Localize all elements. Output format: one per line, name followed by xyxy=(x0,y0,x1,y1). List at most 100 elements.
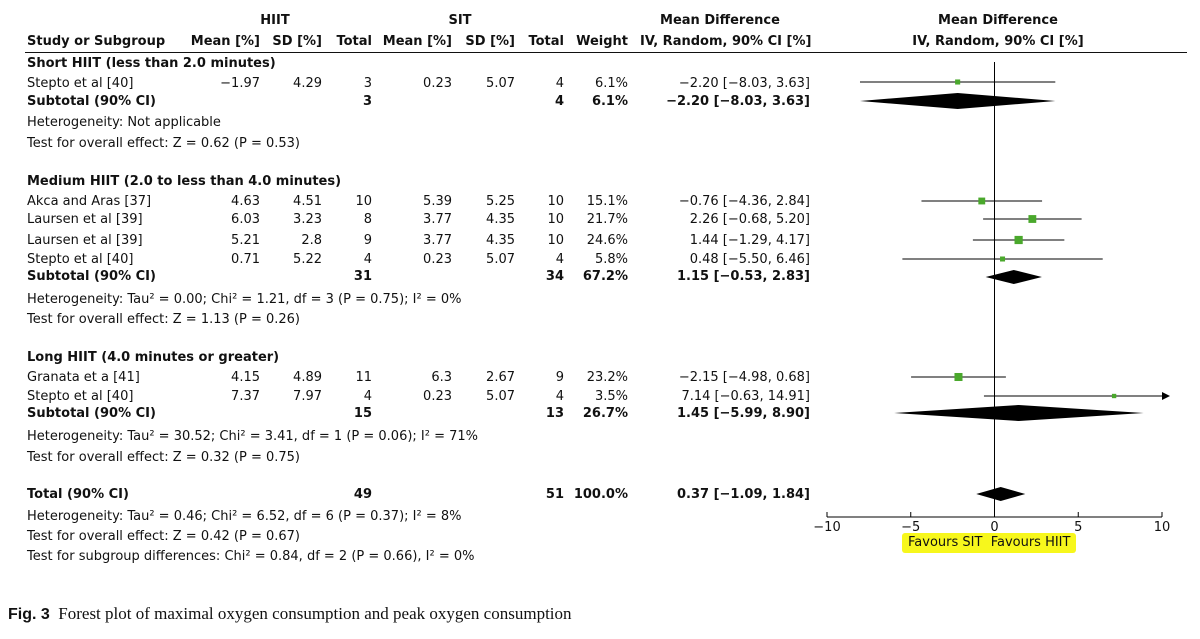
header-rule xyxy=(25,52,1187,53)
subtotal-label: Subtotal (90% CI) xyxy=(27,406,156,421)
group1-header: HIIT xyxy=(260,13,290,28)
subtotal-total2: 34 xyxy=(545,269,564,284)
study-ci: −2.20 [−8.03, 3.63] xyxy=(678,76,810,91)
study-sd2: 2.67 xyxy=(486,370,515,385)
col-md: IV, Random, 90% CI [%] xyxy=(640,34,812,49)
study-marker xyxy=(1111,393,1117,399)
overall-effect-text: Test for overall effect: Z = 0.62 (P = 0… xyxy=(27,136,300,151)
total-ci: 0.37 [−1.09, 1.84] xyxy=(677,487,810,502)
study-total2: 4 xyxy=(555,389,564,404)
col-total1: Total xyxy=(336,34,372,49)
col-total2: Total xyxy=(528,34,564,49)
overall-effect-text: Test for overall effect: Z = 0.32 (P = 0… xyxy=(27,450,300,465)
study-ci: −0.76 [−4.36, 2.84] xyxy=(678,194,810,209)
study-name: Granata et a [41] xyxy=(27,370,140,385)
heterogeneity-text: Heterogeneity: Not applicable xyxy=(27,115,221,130)
study-total1: 9 xyxy=(363,233,372,248)
study-total1: 3 xyxy=(363,76,372,91)
subtotal-label: Subtotal (90% CI) xyxy=(27,94,156,109)
overall-effect-text: Test for overall effect: Z = 1.13 (P = 0… xyxy=(27,312,300,327)
caption-text: Forest plot of maximal oxygen consumptio… xyxy=(58,604,572,623)
study-marker xyxy=(1028,215,1037,223)
study-sd2: 5.07 xyxy=(486,76,515,91)
study-sd2: 4.35 xyxy=(486,233,515,248)
study-marker xyxy=(1014,235,1023,245)
study-weight: 24.6% xyxy=(586,233,628,248)
study-total2: 9 xyxy=(555,370,564,385)
subtotal-weight: 26.7% xyxy=(582,406,628,421)
col-mean1: Mean [%] xyxy=(190,34,260,49)
study-sd2: 5.07 xyxy=(486,389,515,404)
study-mean2: 0.23 xyxy=(423,389,452,404)
subgroup-diff-text: Test for subgroup differences: Chi² = 0.… xyxy=(27,549,475,564)
x-axis-tick-label: 10 xyxy=(1154,520,1171,535)
study-total2: 4 xyxy=(555,252,564,267)
subtotal-total2: 4 xyxy=(554,94,564,109)
subgroup-title: Medium HIIT (2.0 to less than 4.0 minute… xyxy=(27,174,342,189)
subgroup-title: Long HIIT (4.0 minutes or greater) xyxy=(27,350,280,365)
study-sd1: 4.89 xyxy=(293,370,322,385)
summary-diamond xyxy=(976,487,1026,501)
study-total2: 10 xyxy=(547,233,564,248)
subtotal-weight: 6.1% xyxy=(591,94,628,109)
study-sd1: 3.23 xyxy=(293,212,322,227)
study-ci: 0.48 [−5.50, 6.46] xyxy=(689,252,810,267)
study-name: Stepto et al [40] xyxy=(27,76,134,91)
col-mean2: Mean [%] xyxy=(382,34,452,49)
study-mean2: 3.77 xyxy=(423,233,452,248)
subtotal-total1: 3 xyxy=(362,94,372,109)
overall-effect-text: Test for overall effect: Z = 0.42 (P = 0… xyxy=(27,529,300,544)
heterogeneity-text: Heterogeneity: Tau² = 30.52; Chi² = 3.41… xyxy=(27,429,479,444)
study-mean2: 6.3 xyxy=(431,370,452,385)
subtotal-ci: −2.20 [−8.03, 3.63] xyxy=(666,94,810,109)
favours-left-label: Favours SIT xyxy=(908,535,983,550)
study-name: Akca and Aras [37] xyxy=(27,194,152,209)
study-marker xyxy=(955,79,961,85)
study-mean1: 4.15 xyxy=(231,370,260,385)
study-ci: −2.15 [−4.98, 0.68] xyxy=(678,370,810,385)
plot-header-title: Mean Difference xyxy=(938,13,1058,28)
col-weight: Weight xyxy=(576,34,628,49)
study-mean2: 0.23 xyxy=(423,76,452,91)
x-axis-tick-label: −10 xyxy=(813,520,840,535)
study-weight: 3.5% xyxy=(594,389,628,404)
x-axis-tick-label: 0 xyxy=(990,520,998,535)
md-header-title: Mean Difference xyxy=(660,13,780,28)
study-mean2: 5.39 xyxy=(423,194,452,209)
study-name: Laursen et al [39] xyxy=(27,212,143,227)
study-sd1: 4.29 xyxy=(293,76,322,91)
study-weight: 23.2% xyxy=(586,370,628,385)
study-name: Laursen et al [39] xyxy=(27,233,143,248)
study-mean1: 0.71 xyxy=(231,252,260,267)
study-mean1: 4.63 xyxy=(231,194,260,209)
study-total1: 4 xyxy=(363,252,372,267)
study-name: Stepto et al [40] xyxy=(27,252,134,267)
study-weight: 15.1% xyxy=(586,194,628,209)
study-marker xyxy=(1000,256,1006,262)
col-sd1: SD [%] xyxy=(272,34,322,49)
summary-diamond xyxy=(894,405,1144,421)
study-mean1: −1.97 xyxy=(220,76,260,91)
subgroup-title: Short HIIT (less than 2.0 minutes) xyxy=(27,56,276,71)
subtotal-total2: 13 xyxy=(545,406,564,421)
study-mean2: 3.77 xyxy=(423,212,452,227)
study-ci: 2.26 [−0.68, 5.20] xyxy=(689,212,810,227)
figure-caption: Fig. 3 Forest plot of maximal oxygen con… xyxy=(8,604,572,624)
heterogeneity-text: Heterogeneity: Tau² = 0.46; Chi² = 6.52,… xyxy=(27,509,462,524)
x-axis-tick-label: −5 xyxy=(901,520,920,535)
study-total1: 4 xyxy=(363,389,372,404)
study-ci: 1.44 [−1.29, 4.17] xyxy=(689,233,810,248)
group2-header: SIT xyxy=(448,13,472,28)
subtotal-ci: 1.45 [−5.99, 8.90] xyxy=(677,406,810,421)
subtotal-total1: 15 xyxy=(353,406,372,421)
study-sd1: 2.8 xyxy=(301,233,322,248)
study-weight: 5.8% xyxy=(594,252,628,267)
subtotal-label: Subtotal (90% CI) xyxy=(27,269,156,284)
subtotal-ci: 1.15 [−0.53, 2.83] xyxy=(677,269,810,284)
plot-header-sub: IV, Random, 90% CI [%] xyxy=(912,34,1084,49)
study-total2: 4 xyxy=(555,76,564,91)
total-weight: 100.0% xyxy=(573,487,628,502)
study-mean1: 5.21 xyxy=(231,233,260,248)
total-total1: 49 xyxy=(353,487,372,502)
caption-fig-label: Fig. 3 xyxy=(8,606,50,623)
